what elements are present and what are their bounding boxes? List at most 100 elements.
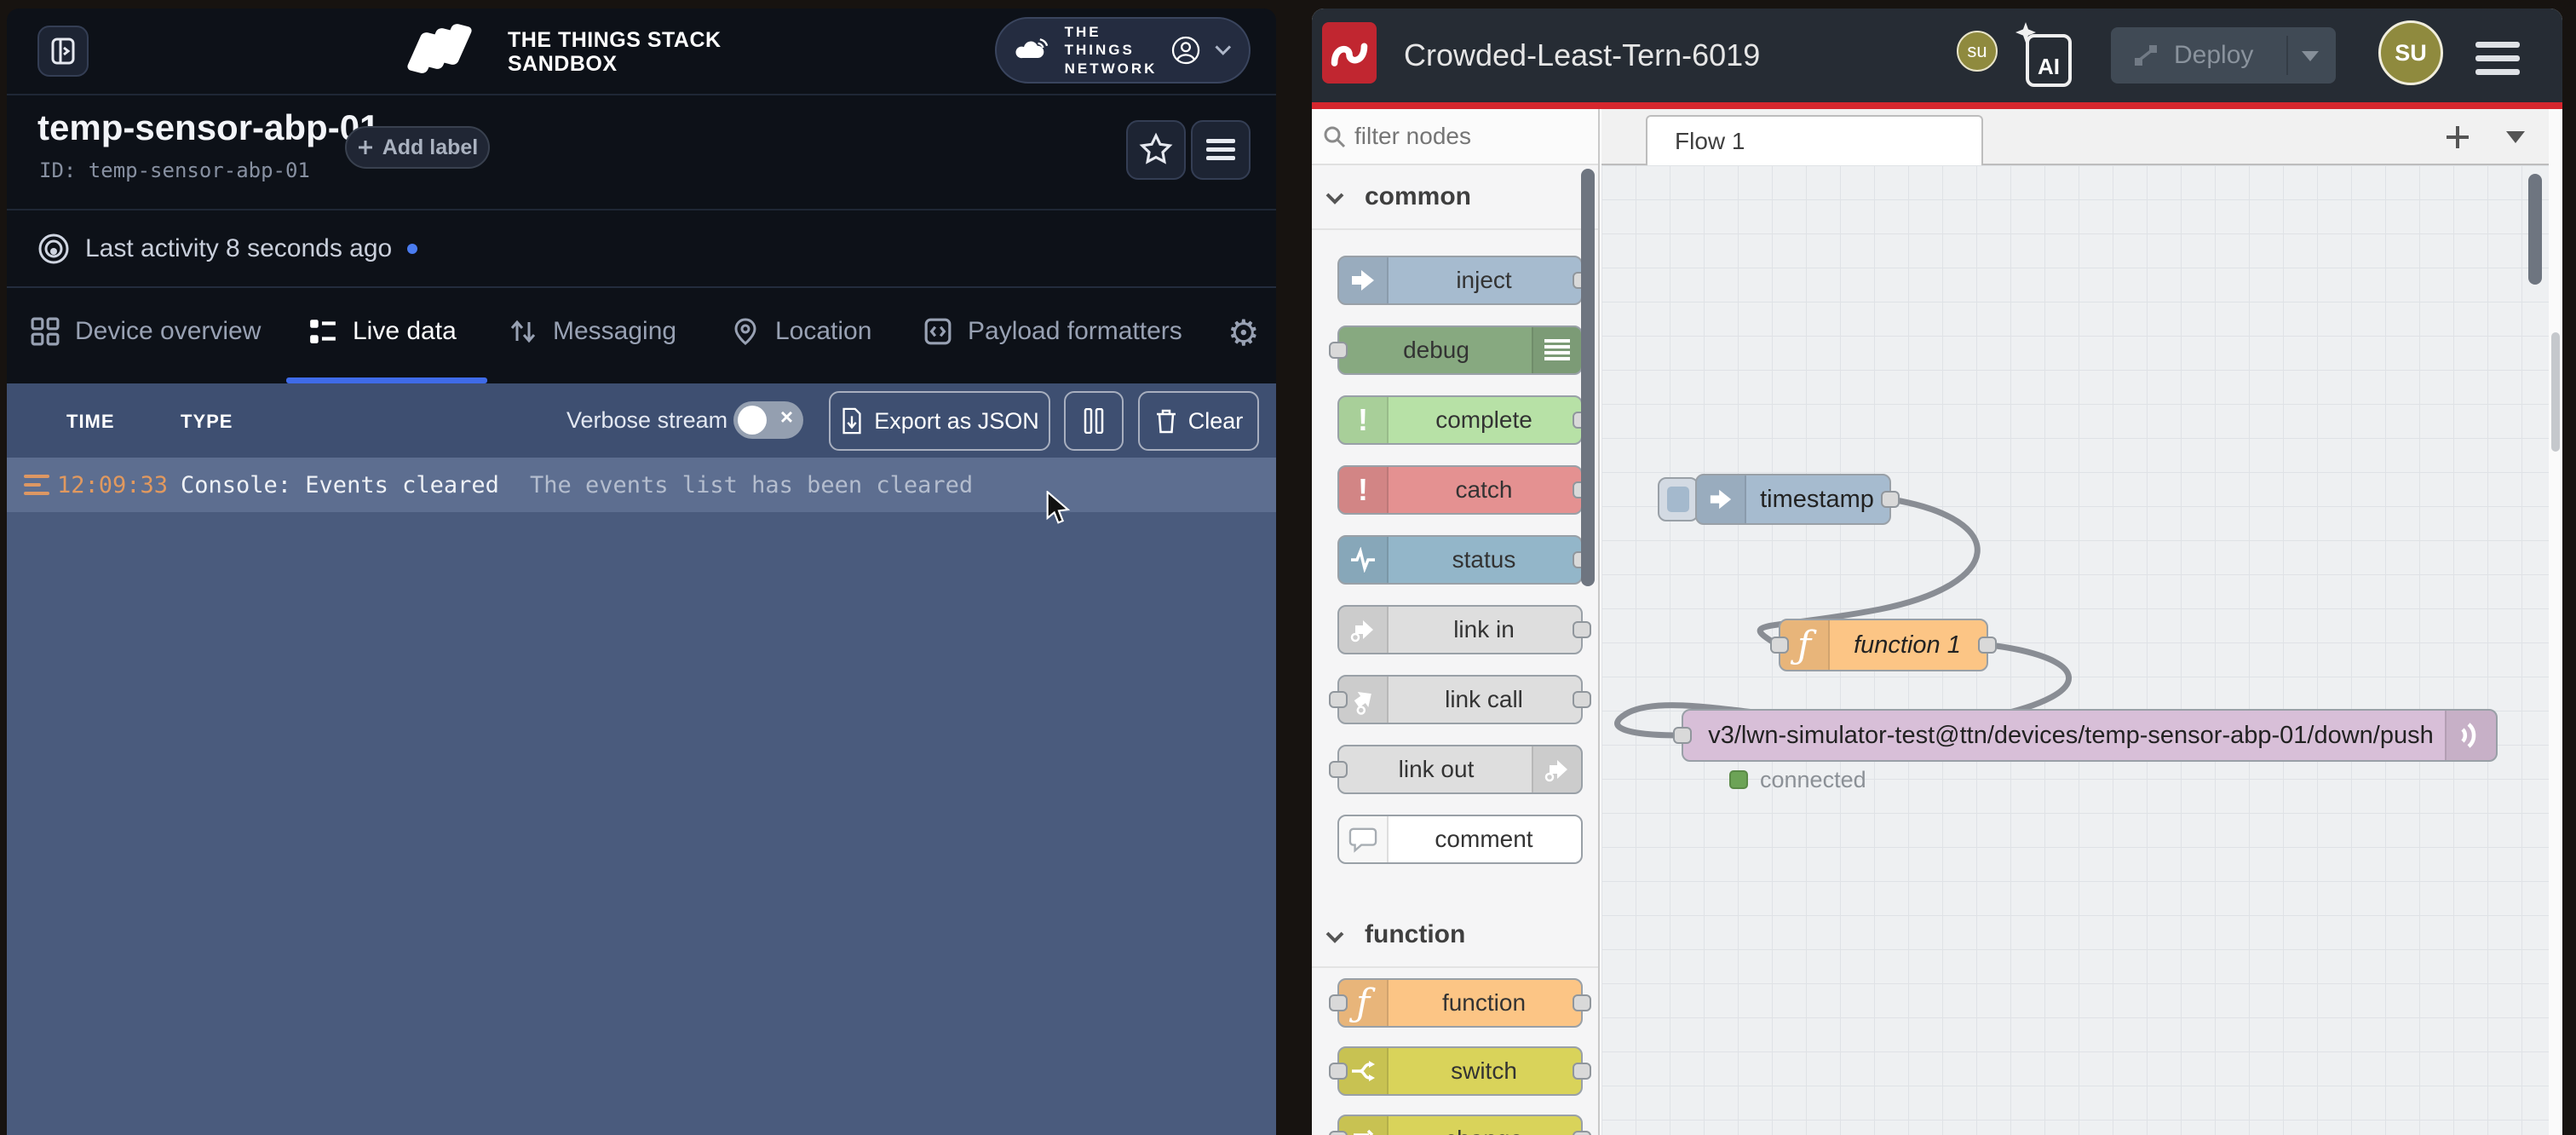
- toggle-knob: [738, 406, 767, 435]
- event-message: The events list has been cleared: [530, 472, 974, 498]
- ttn-logo-icon: [405, 22, 499, 77]
- palette-node-inject[interactable]: inject: [1337, 256, 1591, 305]
- section-chevron-icon: [1325, 931, 1344, 943]
- browser-scrollbar-thumb[interactable]: [2551, 332, 2560, 452]
- palette-node-catch[interactable]: ! catch: [1337, 465, 1591, 515]
- sidebar-toggle-icon: [51, 37, 75, 65]
- palette-node-link-out[interactable]: link out: [1329, 745, 1583, 794]
- input-port[interactable]: [1329, 761, 1348, 778]
- event-type: Console: Events cleared: [181, 472, 499, 498]
- event-stream-icon: [24, 475, 49, 478]
- palette-scrollbar-thumb[interactable]: [1581, 169, 1595, 586]
- output-port[interactable]: [1573, 994, 1591, 1011]
- flow-tab[interactable]: Flow 1: [1646, 115, 1983, 165]
- inject-trigger-button[interactable]: [1658, 477, 1699, 521]
- pause-stream-button[interactable]: [1064, 391, 1124, 451]
- input-port[interactable]: [1770, 637, 1789, 654]
- palette-section-function[interactable]: function: [1365, 920, 1466, 948]
- canvas-node-mqtt-out[interactable]: v3/lwn-simulator-test@ttn/devices/temp-s…: [1673, 709, 2498, 762]
- tab-live-data[interactable]: Live data: [308, 317, 457, 346]
- input-port[interactable]: [1329, 1063, 1348, 1080]
- inject-icon: [1339, 257, 1389, 303]
- deploy-icon: [2135, 45, 2157, 66]
- flow-list-caret-button[interactable]: [2506, 131, 2525, 143]
- toggle-off-x-icon: ×: [779, 404, 793, 429]
- input-port[interactable]: [1329, 342, 1348, 359]
- palette-node-debug[interactable]: debug: [1329, 326, 1583, 375]
- palette-node-change[interactable]: change: [1329, 1115, 1591, 1135]
- device-id: ID: temp-sensor-abp-01: [39, 158, 310, 182]
- output-port[interactable]: [1573, 1063, 1591, 1080]
- output-port[interactable]: [1978, 637, 1997, 654]
- deploy-dropdown-caret[interactable]: [2302, 51, 2319, 61]
- palette-node-switch[interactable]: switch: [1329, 1046, 1591, 1096]
- inject-icon: [1697, 475, 1746, 523]
- ai-extension-icon[interactable]: AI: [2015, 22, 2077, 90]
- output-port[interactable]: [1573, 1131, 1591, 1135]
- palette-node-comment[interactable]: comment: [1337, 815, 1583, 864]
- complete-icon: !: [1339, 397, 1389, 443]
- tab-payload-formatters[interactable]: Payload formatters: [923, 317, 1182, 346]
- ttn-navbar: THE THINGS STACK SANDBOX THE THINGS NETW…: [7, 9, 1276, 95]
- input-port[interactable]: [1329, 994, 1348, 1011]
- palette-node-function[interactable]: ƒ function: [1329, 978, 1591, 1028]
- device-settings-gear-icon[interactable]: ⚙: [1228, 313, 1260, 353]
- add-flow-button[interactable]: [2445, 124, 2470, 150]
- main-menu-button[interactable]: [2475, 34, 2520, 83]
- pause-icon: [1084, 408, 1104, 434]
- add-label-button[interactable]: Add label: [345, 126, 490, 169]
- palette-node-complete[interactable]: ! complete: [1337, 395, 1591, 445]
- palette-node-link-in[interactable]: link in: [1337, 605, 1591, 654]
- logo-line2: SANDBOX: [508, 52, 618, 76]
- palette-node-status[interactable]: status: [1337, 535, 1591, 585]
- wire-layer: [1614, 496, 2072, 739]
- hamburger-icon: [1206, 139, 1235, 160]
- device-tabbar: Device overview Live data Messaging: [7, 288, 1276, 383]
- output-port[interactable]: [1573, 691, 1591, 708]
- canvas-scrollbar-thumb[interactable]: [2528, 174, 2542, 285]
- device-menu-button[interactable]: [1191, 120, 1251, 180]
- trash-icon: [1156, 409, 1176, 434]
- avatar-badge-large[interactable]: SU: [2378, 20, 2443, 85]
- logo-line1: THE THINGS STACK: [508, 28, 722, 52]
- network-account-pill[interactable]: THE THINGS NETWORK: [995, 17, 1251, 84]
- favorite-button[interactable]: [1126, 120, 1186, 180]
- palette-filter-row: [1312, 109, 1598, 165]
- input-port[interactable]: [1673, 727, 1692, 744]
- download-file-icon: [842, 407, 861, 435]
- palette-node-link-call[interactable]: link call: [1329, 675, 1591, 724]
- active-tab-underline: [286, 377, 487, 383]
- output-port[interactable]: [1573, 621, 1591, 638]
- column-header-time: TIME: [66, 411, 115, 432]
- page-title: temp-sensor-abp-01: [37, 107, 380, 147]
- mouse-cursor: [1046, 491, 1071, 524]
- canvas-node-function-1[interactable]: ƒ function 1: [1770, 619, 1997, 671]
- input-port[interactable]: [1329, 1131, 1348, 1135]
- verbose-stream-toggle[interactable]: ×: [733, 401, 803, 439]
- deploy-status-bar: [1312, 102, 2562, 109]
- star-icon: [1139, 132, 1173, 164]
- input-port[interactable]: [1329, 691, 1348, 708]
- node-red-window: Crowded-Least-Tern-6019 su AI Deploy SU: [1312, 9, 2562, 1135]
- tab-location[interactable]: Location: [731, 317, 871, 346]
- palette-section-common[interactable]: common: [1365, 182, 1472, 210]
- clear-events-button[interactable]: Clear: [1138, 391, 1259, 451]
- node-red-header: Crowded-Least-Tern-6019 su AI Deploy SU: [1312, 9, 2562, 102]
- link-out-icon: [1532, 746, 1581, 792]
- event-row[interactable]: 12:09:33 Console: Events cleared The eve…: [7, 458, 1276, 512]
- avatar-badge-small[interactable]: su: [1957, 31, 1998, 72]
- flow-canvas[interactable]: timestamp ƒ function 1 v3/lwn-simulator-…: [1601, 165, 2549, 1135]
- workspace-title: Crowded-Least-Tern-6019: [1404, 37, 1761, 72]
- tab-device-overview[interactable]: Device overview: [31, 317, 261, 346]
- filter-nodes-input[interactable]: [1353, 116, 1561, 157]
- deploy-button[interactable]: Deploy: [2111, 27, 2336, 84]
- tab-messaging[interactable]: Messaging: [509, 317, 676, 346]
- export-json-button[interactable]: Export as JSON: [829, 391, 1050, 451]
- sparkle-icon: [2015, 22, 2036, 43]
- last-activity-row: Last activity 8 seconds ago: [7, 209, 1276, 288]
- output-port[interactable]: [1881, 491, 1900, 508]
- ttn-console-window: THE THINGS STACK SANDBOX THE THINGS NETW…: [7, 9, 1276, 1135]
- sidebar-toggle-button[interactable]: [37, 26, 89, 77]
- change-icon: [1339, 1116, 1389, 1135]
- canvas-node-timestamp[interactable]: timestamp: [1695, 474, 1900, 525]
